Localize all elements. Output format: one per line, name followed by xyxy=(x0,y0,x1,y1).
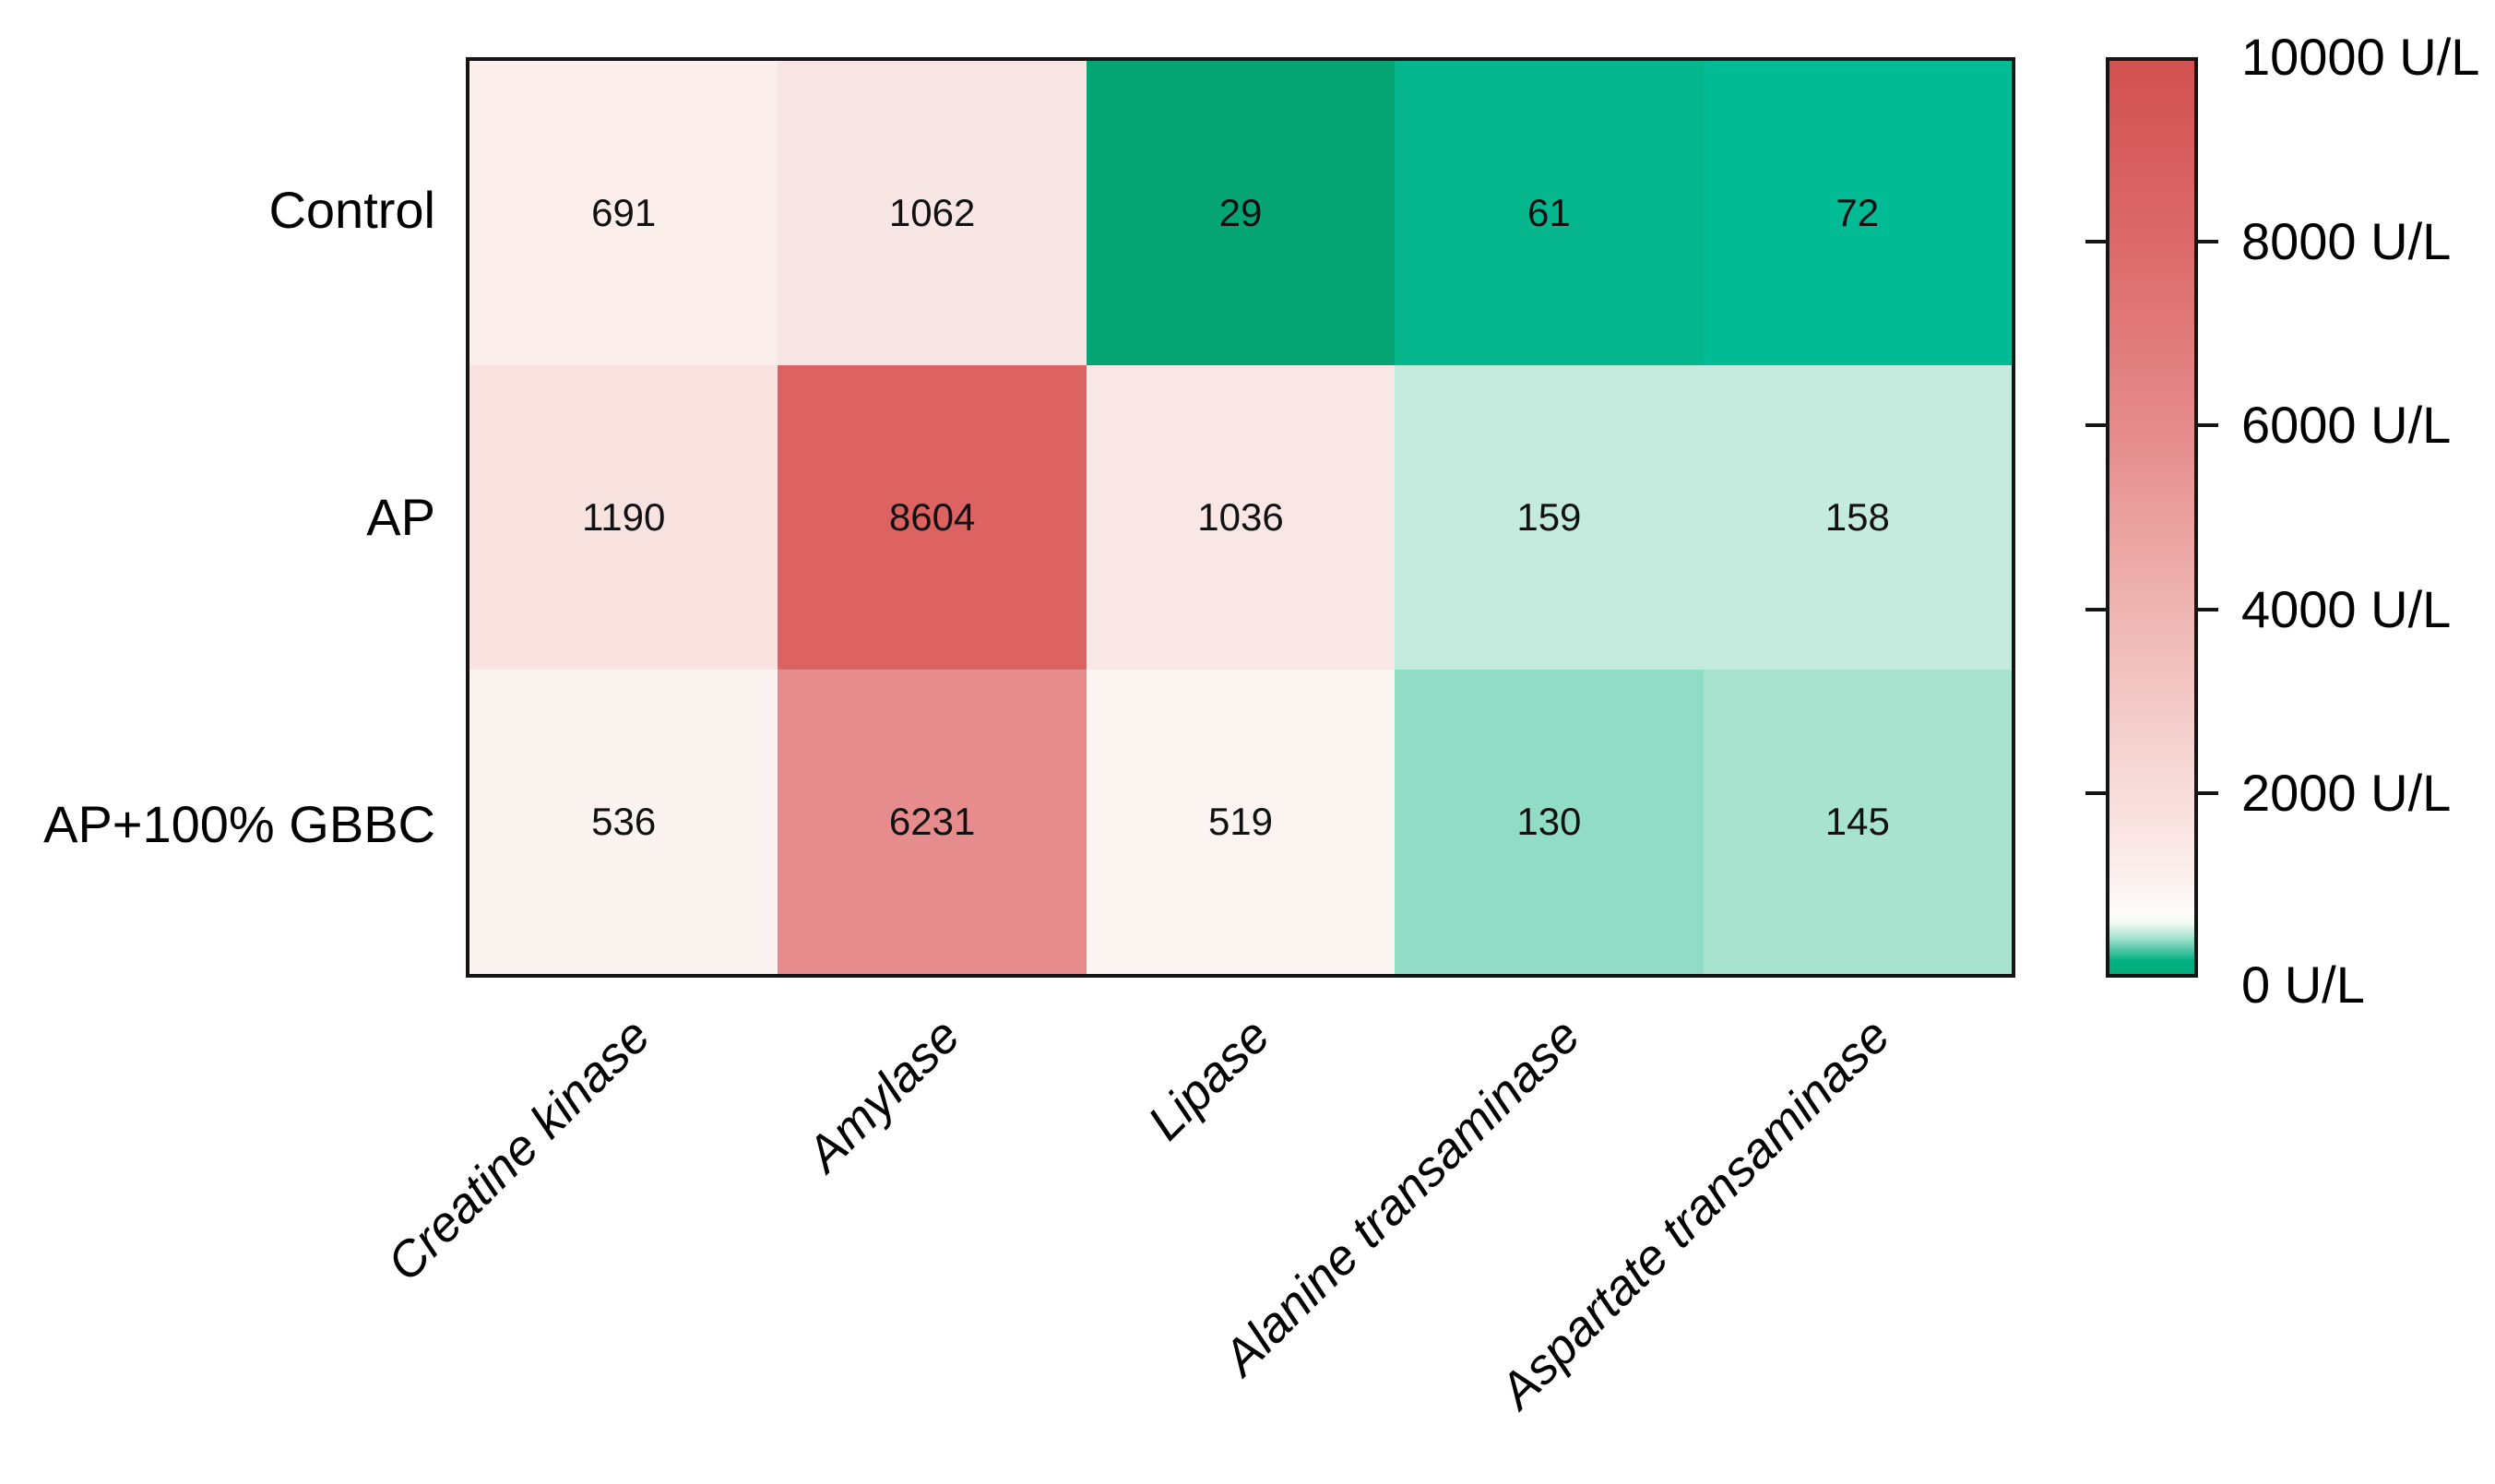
heatmap-cell: 158 xyxy=(1703,365,2012,670)
x-tick-label: Creatine kinase xyxy=(376,1007,661,1292)
colorbar-tick xyxy=(2198,239,2218,243)
x-tick-label: Amylase xyxy=(796,1007,971,1182)
colorbar-tick xyxy=(2198,423,2218,428)
y-tick-label: AP+100% GBBC xyxy=(43,794,435,853)
colorbar-tick xyxy=(2085,423,2106,428)
heatmap-cell: 691 xyxy=(469,61,778,365)
colorbar-label: 6000 U/L xyxy=(2241,396,2452,455)
heatmap-cell: 72 xyxy=(1703,61,2012,365)
heatmap-cell: 61 xyxy=(1395,61,1704,365)
heatmap-cell: 6231 xyxy=(778,670,1087,974)
heatmap-cell: 536 xyxy=(469,670,778,974)
heatmap-cell: 130 xyxy=(1395,670,1704,974)
heatmap-cell: 29 xyxy=(1086,61,1396,365)
colorbar-label: 2000 U/L xyxy=(2241,764,2452,823)
heatmap-grid: 691 1062 29 61 72 1190 8604 1036 159 158 536 6231 51… xyxy=(466,57,2015,978)
x-tick-label: Lipase xyxy=(1137,1007,1281,1151)
heatmap-cell: 1036 xyxy=(1086,365,1396,670)
x-tick-label: Alanine transaminase xyxy=(1212,1007,1591,1386)
colorbar-label: 0 U/L xyxy=(2241,956,2365,1014)
heatmap-cell: 145 xyxy=(1703,670,2012,974)
colorbar-label: 10000 U/L xyxy=(2241,28,2480,86)
colorbar xyxy=(2106,57,2198,978)
colorbar-tick xyxy=(2085,607,2106,611)
colorbar-tick xyxy=(2085,791,2106,796)
colorbar-tick xyxy=(2085,239,2106,243)
colorbar-tick xyxy=(2198,607,2218,611)
colorbar-label: 4000 U/L xyxy=(2241,579,2452,638)
y-tick-label: AP xyxy=(366,488,435,546)
colorbar-label: 8000 U/L xyxy=(2241,211,2452,270)
heatmap-cell: 519 xyxy=(1086,670,1396,974)
heatmap-cell: 1190 xyxy=(469,365,778,670)
heatmap-cell: 159 xyxy=(1395,365,1704,670)
heatmap-cell: 8604 xyxy=(778,365,1087,670)
heatmap-cell: 1062 xyxy=(778,61,1087,365)
colorbar-tick xyxy=(2198,791,2218,796)
y-tick-label: Control xyxy=(268,181,435,240)
